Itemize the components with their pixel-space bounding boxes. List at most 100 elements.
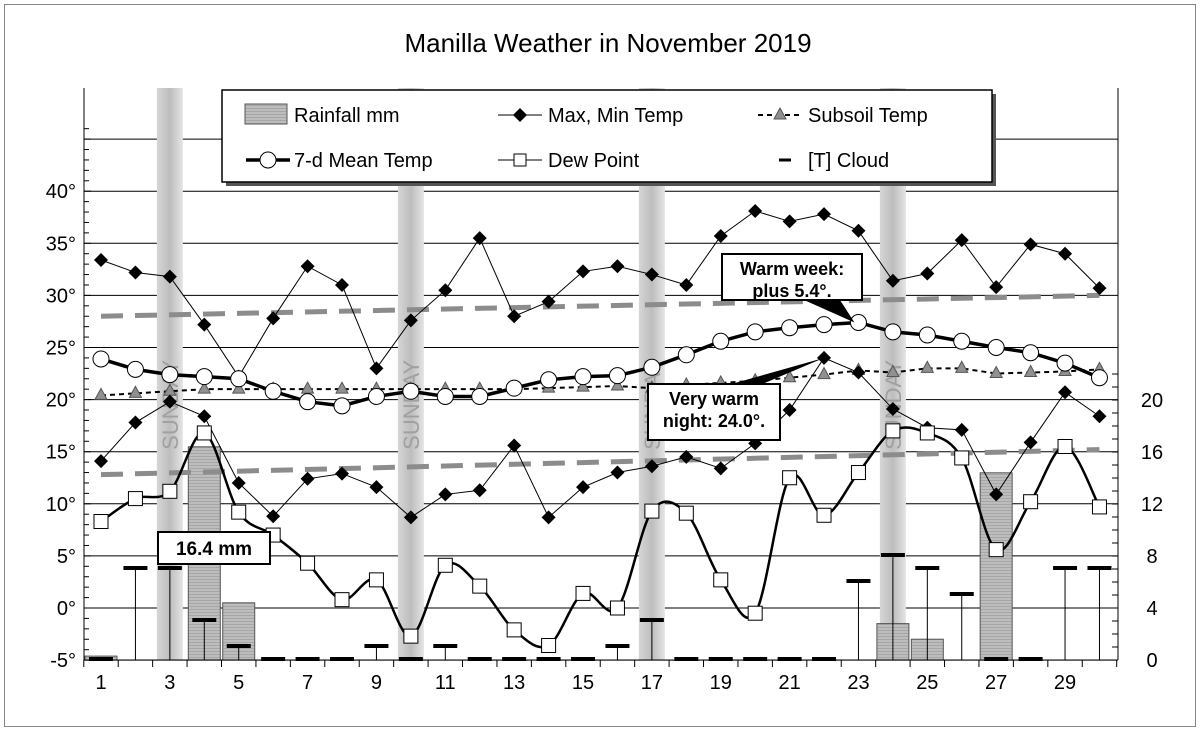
max-temp-point <box>1092 281 1107 296</box>
x-tick-label: 15 <box>572 672 594 694</box>
dew-point-point <box>403 628 419 644</box>
dew-point-point <box>368 572 384 588</box>
legend-subsoil-marker <box>773 106 787 120</box>
rainfall-bar <box>979 472 1013 661</box>
x-tick-label: 25 <box>916 672 938 694</box>
max-temp-point <box>403 313 418 328</box>
min-temp-point <box>954 422 969 437</box>
mean-temp-point <box>712 332 730 350</box>
max-temp-point <box>782 214 797 229</box>
min-temp-point <box>782 403 797 418</box>
warm-night-annotation-text: Very warm <box>669 389 759 409</box>
dew-point-point <box>162 483 178 499</box>
max-temp-point <box>644 267 659 282</box>
dew-point-point <box>127 491 143 507</box>
x-tick-label: 9 <box>371 672 382 694</box>
max-temp-point <box>472 231 487 246</box>
min-temp-point <box>472 483 487 498</box>
cloud-marks <box>89 553 1112 661</box>
mean-temp-point <box>436 387 454 405</box>
min-temp-point <box>644 459 659 474</box>
min-temp-point <box>300 471 315 486</box>
max-temp-point <box>817 207 832 222</box>
legend-box <box>221 89 993 183</box>
mean-temp-point <box>781 319 799 337</box>
min-temp-point <box>335 466 350 481</box>
subsoil-point <box>231 381 246 394</box>
subsoil-point <box>197 381 212 394</box>
x-tick-label: 11 <box>435 672 456 694</box>
min-temp-point <box>266 509 281 524</box>
max-temp-point <box>748 203 763 218</box>
subsoil-point <box>782 369 797 383</box>
dew-point-point <box>1023 494 1039 510</box>
mean-temp-point <box>746 323 764 341</box>
right-tick-label: 20 <box>1141 390 1163 412</box>
mean-temp-point <box>643 358 661 376</box>
min-temp-point <box>197 409 212 424</box>
warm-night-annotation-text: night: 24.0°. <box>663 411 765 431</box>
dew-point-point <box>334 592 350 608</box>
x-tick-label: 27 <box>985 672 1007 694</box>
legend-rainfall-swatch <box>244 103 288 125</box>
min-temp-point <box>1023 435 1038 450</box>
mean-temp-point <box>1056 354 1074 372</box>
min-temp-point <box>94 454 108 469</box>
mean-temp-point <box>264 382 282 400</box>
max-temp-point <box>713 229 728 244</box>
max-temp-point <box>541 294 556 309</box>
legend-dew-label: Dew Point <box>548 150 640 172</box>
left-tick-label: 10° <box>46 494 76 516</box>
x-tick-label: 13 <box>503 672 525 694</box>
max-temp-point <box>576 264 591 279</box>
max-temp-point <box>679 277 694 292</box>
rainfall-annotation-text: 16.4 mm <box>176 539 252 560</box>
min-temp-point <box>885 401 900 416</box>
mean-temp-point <box>367 387 385 405</box>
x-tick-label: 5 <box>233 672 244 694</box>
mean-temp-point <box>299 393 317 411</box>
right-tick-label: 8 <box>1146 546 1157 568</box>
mean-temp-point <box>333 397 351 415</box>
legend-cloud-label: [T] Cloud <box>808 150 889 172</box>
mean-temp-point <box>574 368 592 386</box>
dew-point-point <box>713 572 729 588</box>
rainfall-annotation-box <box>157 531 271 565</box>
mean-temp-point <box>987 339 1005 356</box>
left-tick-label: 35° <box>46 233 76 255</box>
mean-temp-point <box>815 316 833 334</box>
min-temp-point <box>507 438 522 453</box>
mean-temp-point <box>540 371 558 389</box>
x-tick-label: 7 <box>302 672 313 694</box>
min-temp-point <box>231 475 246 490</box>
right-tick-label: 12 <box>1141 494 1163 516</box>
legend-maxmin-marker <box>513 108 527 122</box>
x-tick-label: 17 <box>641 672 663 694</box>
min-temp-point <box>679 449 694 464</box>
max-temp-point <box>885 273 900 288</box>
legend-mean-label: 7-d Mean Temp <box>294 150 433 172</box>
max-temp-point <box>266 311 281 326</box>
dew-point-point <box>196 425 212 441</box>
mean-temp-point <box>918 326 936 344</box>
max-temp-point <box>369 361 384 376</box>
min-temp-point <box>989 487 1004 502</box>
dew-point-point <box>1057 438 1073 454</box>
subsoil-point <box>817 366 831 380</box>
right-tick-label: 16 <box>1141 442 1163 464</box>
right-tick-label: 4 <box>1146 598 1157 620</box>
max-temp-point <box>197 317 212 332</box>
mean-temp-point <box>608 367 626 385</box>
subsoil-point <box>1023 364 1038 378</box>
dew-point-point <box>506 622 522 638</box>
dew-point-point <box>816 507 832 523</box>
dew-point-point <box>850 465 866 481</box>
dew-point-point <box>472 578 488 594</box>
dew-point-point <box>231 504 247 520</box>
min-temp-point <box>610 465 625 480</box>
right-tick-label: 0 <box>1146 650 1157 672</box>
left-tick-label: -5° <box>50 650 76 672</box>
mean-temp-point <box>677 346 695 364</box>
